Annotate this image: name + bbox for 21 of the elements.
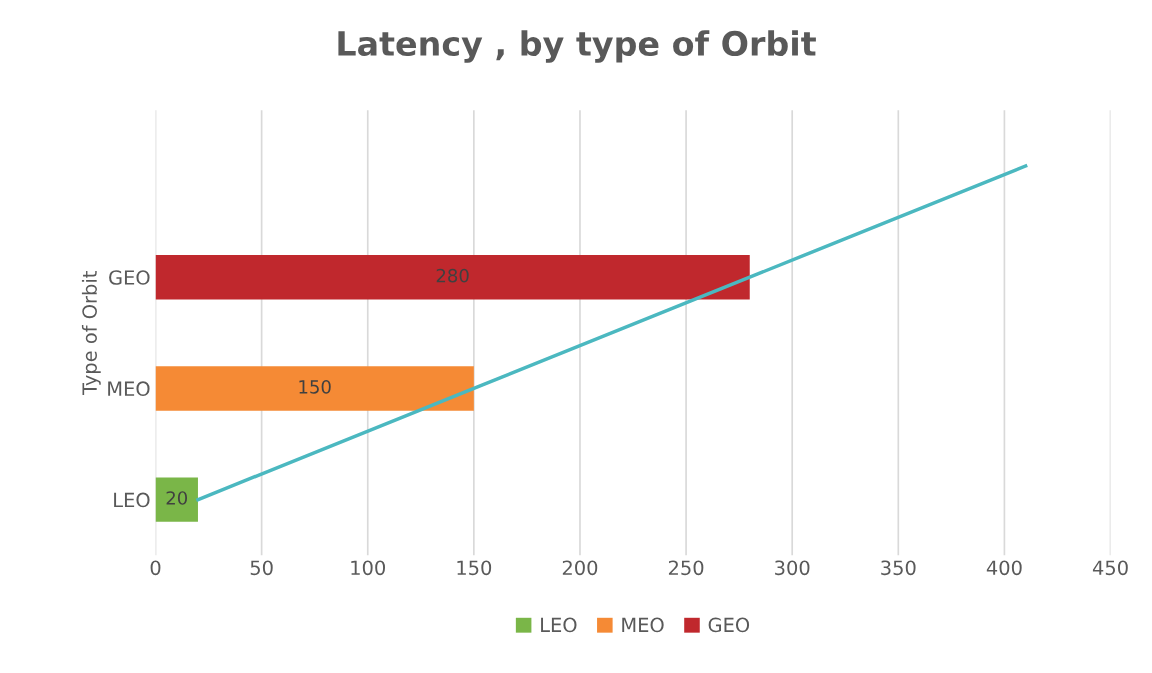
x-tick-label: 450 (1092, 560, 1128, 576)
data-label: 280 (436, 268, 469, 283)
legend-label: MEO (622, 617, 664, 633)
x-tick-label: 50 (250, 560, 273, 576)
y-tick-label: LEO (114, 492, 150, 508)
legend-label: LEO (541, 617, 577, 633)
x-tick-label: 400 (986, 560, 1022, 576)
x-tick-label: 0 (150, 560, 161, 576)
x-tick-label: 100 (351, 560, 386, 576)
legend-label: GEO (708, 617, 750, 633)
x-tick-label: 350 (881, 560, 916, 576)
x-tick-label: 200 (562, 560, 598, 576)
y-axis-title: Type of Orbit (81, 271, 101, 396)
x-tick-label: 150 (457, 560, 492, 576)
x-tick-label: 250 (668, 560, 704, 576)
y-tick-label: GEO (109, 270, 150, 285)
data-label: 150 (299, 379, 331, 394)
data-label: 20 (166, 491, 188, 505)
chart-title: Latency , by type of Orbit (338, 30, 816, 63)
y-tick-label: MEO (108, 381, 150, 397)
x-tick-label: 300 (775, 560, 810, 576)
